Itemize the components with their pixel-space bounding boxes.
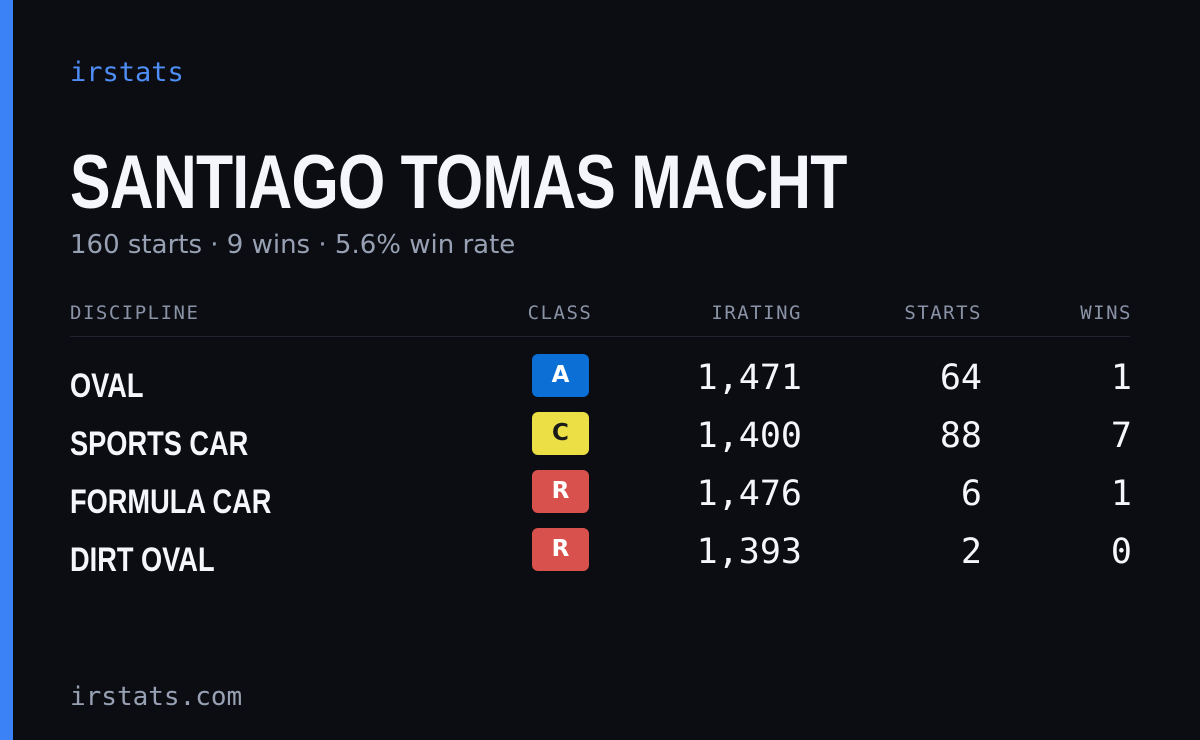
driver-name: SANTIAGO TOMAS MACHT [70,140,847,225]
footer-url: irstats.com [70,682,243,712]
row-starts: 88 [939,416,982,456]
table-row: DIRT OVAL R 1,393 2 0 [0,524,1200,582]
table-row: SPORTS CAR C 1,400 88 7 [0,408,1200,466]
row-starts: 64 [939,358,982,398]
header-irating: IRATING [711,302,802,324]
header-discipline: DISCIPLINE [70,302,200,324]
row-irating: 1,400 [696,416,802,456]
row-discipline: FORMULA CAR [70,483,272,521]
table-row: FORMULA CAR R 1,476 6 1 [0,466,1200,524]
header-starts: STARTS [904,302,982,324]
row-discipline: OVAL [70,367,144,405]
driver-summary: 160 starts · 9 wins · 5.6% win rate [70,230,516,260]
table-row: OVAL A 1,471 64 1 [0,350,1200,408]
row-discipline: SPORTS CAR [70,425,249,463]
row-wins: 1 [1110,358,1132,398]
accent-bar [0,0,13,740]
row-wins: 1 [1110,474,1132,514]
class-badge: R [532,470,589,513]
header-class: CLASS [527,302,593,324]
row-irating: 1,476 [696,474,802,514]
brand-logo: irstats [70,57,184,88]
header-wins: WINS [1080,302,1132,324]
row-wins: 0 [1110,532,1132,572]
row-irating: 1,393 [696,532,802,572]
row-irating: 1,471 [696,358,802,398]
class-badge: A [532,354,589,397]
header-divider [70,336,1130,337]
row-wins: 7 [1110,416,1132,456]
row-starts: 6 [960,474,982,514]
class-badge: C [532,412,589,455]
row-discipline: DIRT OVAL [70,541,215,579]
class-badge: R [532,528,589,571]
row-starts: 2 [960,532,982,572]
